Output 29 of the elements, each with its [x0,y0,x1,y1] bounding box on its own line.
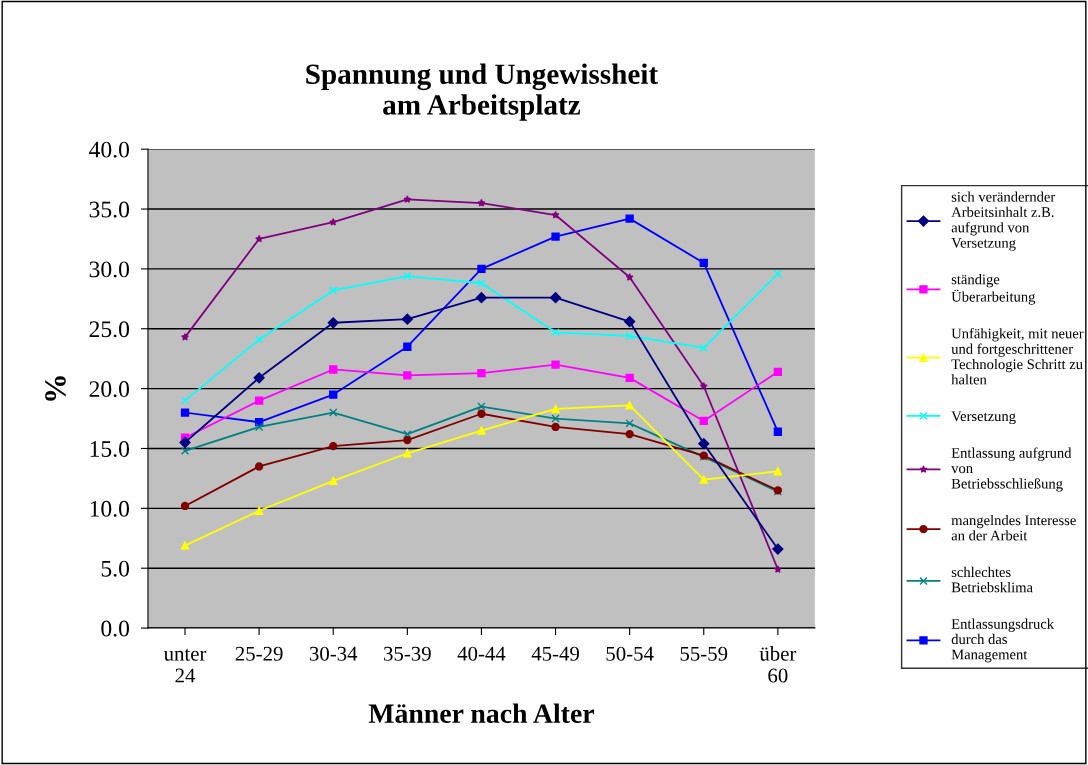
y-axis-title: % [45,376,66,401]
x-tick-label: 50-54 [606,646,654,661]
legend-label: schlechtes Betriebsklima [951,566,1033,593]
legend-label: Versetzung [951,411,1016,425]
y-tick-label: 25.0 [89,321,130,338]
y-tick-label: 15.0 [90,440,130,458]
legend-label: ständige Überarbeitung [951,274,1036,305]
y-tick-label: 5.0 [101,560,130,577]
x-tick-label: 55-59 [680,646,728,661]
x-tick-label: unter 24 [163,648,207,683]
y-tick-label: 10.0 [90,500,130,517]
chart-title: Spannung und Ungewissheit am Arbeitsplatz [306,63,659,121]
x-tick-label: 25-29 [235,646,283,661]
x-axis-title: Männer nach Alter [368,703,595,724]
x-tick-label: 35-39 [384,646,431,661]
legend-label: sich verändernder Arbeitsinhalt z.B. aufgrund von Versetzung [951,191,1056,251]
x-tick-label: 40-44 [457,646,506,661]
y-tick-label: 40.0 [89,141,130,158]
y-tick-label: 0.0 [101,620,130,637]
y-tick-label: 20.0 [89,381,130,398]
x-tick-label: 30-34 [309,646,358,661]
x-tick-label: über 60 [759,646,797,683]
legend-label: Entlassung aufgrund von Betriebsschließung [951,447,1072,492]
y-tick-label: 35.0 [89,201,130,218]
legend-label: Unfähigkeit, mit neuer und fortgeschrittener Technologie Schritt zu halten [951,328,1084,385]
x-tick-label: 45-49 [531,646,579,661]
legend-label: Entlassungsdruck durch das Management [951,618,1055,663]
legend-label: mangelndes Interesse an der Arbeit [951,514,1076,541]
y-tick-label: 30.0 [89,261,130,278]
